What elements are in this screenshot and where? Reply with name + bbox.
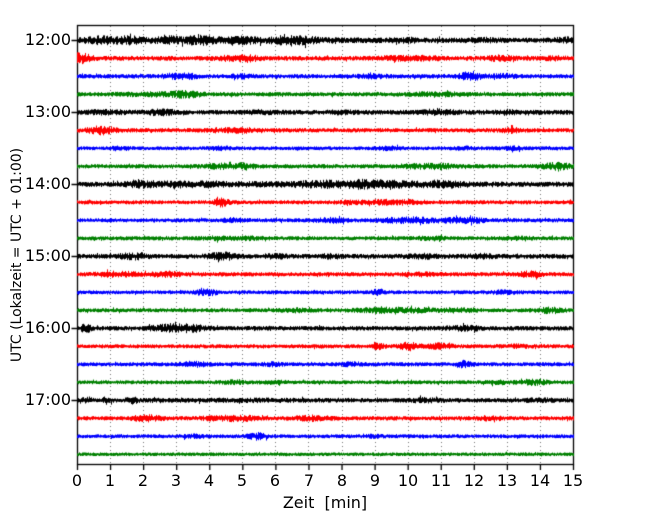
x-tick-label: 1	[104, 471, 116, 490]
x-tick-label: 3	[170, 471, 182, 490]
x-tick-label: 5	[236, 471, 248, 490]
x-tick-label: 14	[529, 471, 551, 490]
y-tick-label: 13:00	[24, 102, 71, 121]
x-tick-label: 9	[369, 471, 381, 490]
x-tick-label: 4	[203, 471, 215, 490]
x-tick-label: 11	[430, 471, 452, 490]
y-tick-label: 12:00	[24, 30, 71, 49]
x-tick-label: 0	[71, 471, 83, 490]
x-axis-label: Zeit [min]	[282, 493, 368, 512]
x-tick-label: 6	[269, 471, 281, 490]
x-tick-label: 7	[303, 471, 315, 490]
y-tick-label: 16:00	[24, 318, 71, 337]
x-tick-label: 2	[137, 471, 149, 490]
x-tick-label: 8	[336, 471, 348, 490]
x-tick-label: 12	[463, 471, 485, 490]
x-tick-label: 10	[397, 471, 419, 490]
y-tick-label: 15:00	[24, 246, 71, 265]
y-tick-label: 17:00	[24, 390, 71, 409]
y-tick-label: 14:00	[24, 174, 71, 193]
x-tick-label: 15	[562, 471, 584, 490]
x-tick-label: 13	[496, 471, 518, 490]
